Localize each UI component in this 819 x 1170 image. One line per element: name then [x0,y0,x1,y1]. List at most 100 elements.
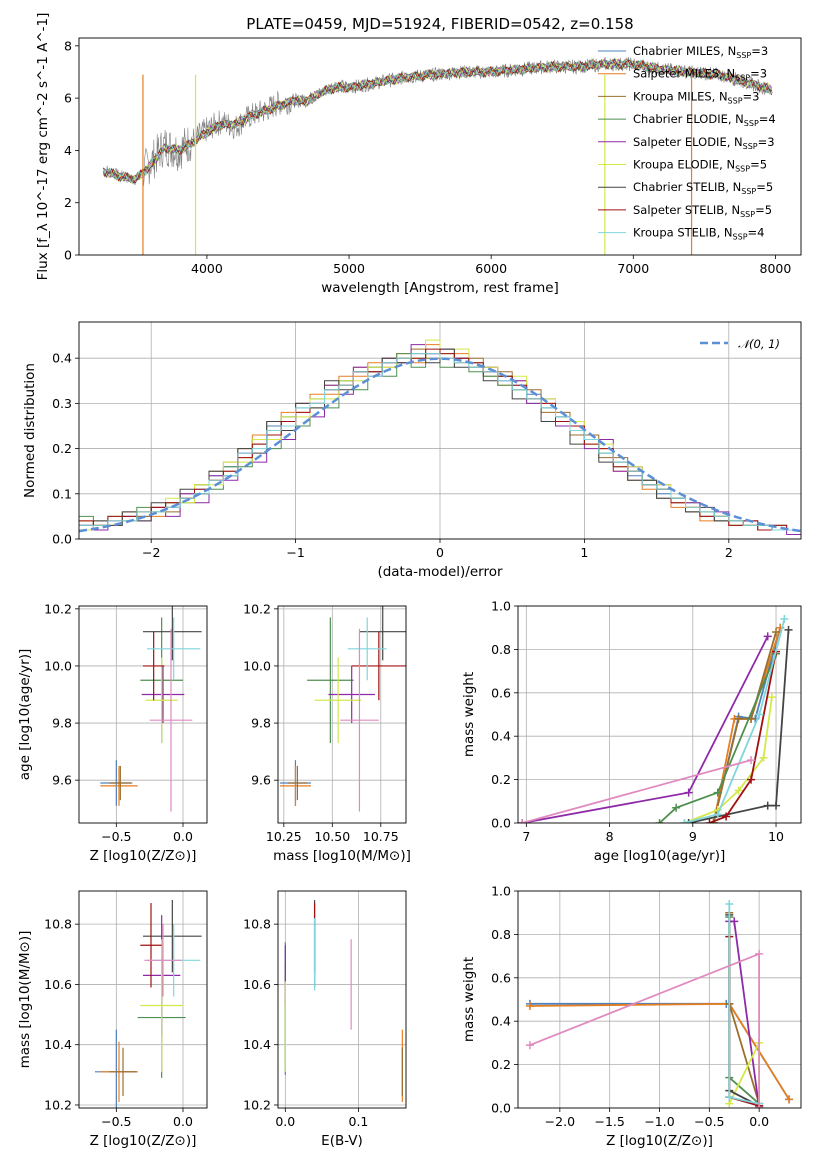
mass-weight-marker [713,788,722,797]
error-bar-point [143,900,202,973]
x-axis-label: wavelength [Angstrom, rest frame] [321,280,559,296]
tick-label-x: 2 [725,545,733,560]
tick-label-y: 10.2 [243,1097,271,1112]
legend-entry: Salpeter ELODIE, NSSP=3 [633,135,775,151]
mass-weight-marker [705,819,714,823]
error-bar-point [140,939,183,1072]
tick-label-y: 0.6 [491,685,511,700]
tick-label-x: 10 [768,829,784,844]
plot-area-age-vs-mass [278,606,406,823]
mass-weight-series [729,920,760,1108]
mass-weight-marker [709,819,718,823]
tick-label-y: 10.4 [44,1037,72,1052]
error-bar-point [307,617,354,744]
tick-label-y: 0.0 [491,816,511,831]
tick-label-y: 9.6 [251,773,271,788]
tick-label-y: 8 [64,38,72,53]
legend-count: =5 [755,203,772,217]
legend-entry: Chabrier MILES, NSSP=3 [633,44,768,60]
plot-area-age-vs-Z [79,606,207,823]
mass-weight-marker [763,632,772,641]
tick-label-x: 6000 [475,261,507,276]
x-axis-label: Z [log10(Z/Z⊙)] [606,1133,713,1149]
tick-label-x: −2 [142,545,160,560]
tick-label-x: 0.0 [173,1114,193,1129]
legend-subscript: SSP [743,142,758,151]
tick-label-x: 5000 [333,261,365,276]
legend-entry: Kroupa ELODIE, NSSP=5 [633,158,767,174]
mass-weight-marker [772,628,781,637]
error-bar-point [109,1047,137,1096]
legend-entry: Kroupa STELIB, NSSP=4 [633,226,764,242]
tick-label-x: 9 [689,829,697,844]
legend-subscript: SSP [744,119,759,128]
tick-label-x: 0.0 [275,1114,295,1129]
plot-area-massweight-vs-Z [518,891,801,1108]
panel-mass-vs-EBV: 0.0 0.1 10.2 10.4 10.6 10.8 E(B-V) [243,890,407,1149]
panel-spectrum: 4000 5000 6000 7000 8000 0 2 4 6 8 wavelength [Ang… [35,13,802,296]
tick-label-x: 0.0 [173,829,193,844]
tick-label-x: 1 [580,545,588,560]
mass-weight-marker [525,1041,534,1050]
mass-weight-marker [725,900,734,909]
mass-weight-marker [755,1104,764,1108]
legend-subscript: SSP [736,51,751,60]
plot-area-mass-vs-EBV [278,891,406,1108]
panel-age-vs-Z: −0.5 0.0 9.6 9.8 10.0 10.2 Z [log10(Z/Z⊙)] age … [17,601,208,864]
tick-label-y: 0 [64,248,72,263]
error-bar-point [109,765,131,801]
tick-label-y: 9.8 [52,716,72,731]
tick-label-y: 1.0 [491,884,511,899]
axes-frame [78,890,208,1109]
tick-label-x: −0.5 [101,1114,131,1129]
legend-entry: Chabrier ELODIE, NSSP=4 [633,112,776,128]
mass-weight-marker [785,1095,794,1104]
model-spectrum-line [102,59,773,184]
tick-label-y: 0.4 [491,729,511,744]
tick-label-y: 2 [64,195,72,210]
panel-residuals: −2 −1 0 1 2 0.0 0.1 0.2 0.3 0.4 (data-model)/error… [22,321,802,580]
tick-label-x: 0.0 [749,1114,769,1129]
x-axis-label: age [log10(age/yr)] [594,848,726,864]
tick-label-x: 0 [436,545,444,560]
x-axis-label: Z [log10(Z/Z⊙)] [90,848,197,864]
tick-label-y: 9.8 [251,716,271,731]
y-axis-label: Flux [f_λ 10^-17 erg cm^-2 s^-1 A^-1] [35,13,51,281]
tick-label-y: 9.6 [52,773,72,788]
mass-weight-marker [684,788,693,797]
legend-count: =4 [748,226,765,240]
tick-label-y: 0.3 [52,396,72,411]
tick-label-x: 7000 [617,261,649,276]
plot-area-mass-vs-Z [79,891,207,1108]
tick-label-x: −0.5 [101,829,131,844]
legend-subscript: SSP [741,187,756,196]
residual-legend: 𝒩(0, 1) [700,337,780,351]
axes-frame [78,37,802,256]
mass-weight-marker [730,917,739,926]
legend-count: =5 [756,180,773,194]
mass-weight-series [529,952,760,1108]
mass-weight-marker [747,756,756,765]
mass-weight-marker [755,710,764,719]
axes-frame [78,321,802,540]
legend-entry: Salpeter MILES, NSSP=3 [633,67,767,83]
error-bar-point [287,765,308,801]
tick-label-y: 1.0 [491,599,511,614]
error-bar-point [351,631,406,701]
legend-count: =3 [751,44,768,58]
tick-label-y: 10.4 [243,1037,271,1052]
legend-count: =3 [750,67,767,81]
tick-label-x: 0.1 [349,1114,369,1129]
tick-label-y: 10.6 [44,977,72,992]
legend-subscript: SSP [733,233,748,242]
tick-label-x: −0.5 [694,1114,724,1129]
tick-label-y: 10.2 [44,1097,72,1112]
y-axis-label: Normed distribution [22,363,38,498]
tick-label-x: 10.50 [314,829,350,844]
mass-weight-marker [713,810,722,819]
error-bar-point [147,617,201,681]
error-bar-point [314,657,362,744]
legend-subscript: SSP [740,210,755,219]
panel-massweight-vs-Z: −2.0 −1.5 −1.0 −0.5 0.0 0.0 0.2 0.4 0.6 0.8 1.0 Z [… [461,884,802,1149]
mass-weight-marker [725,1093,734,1102]
